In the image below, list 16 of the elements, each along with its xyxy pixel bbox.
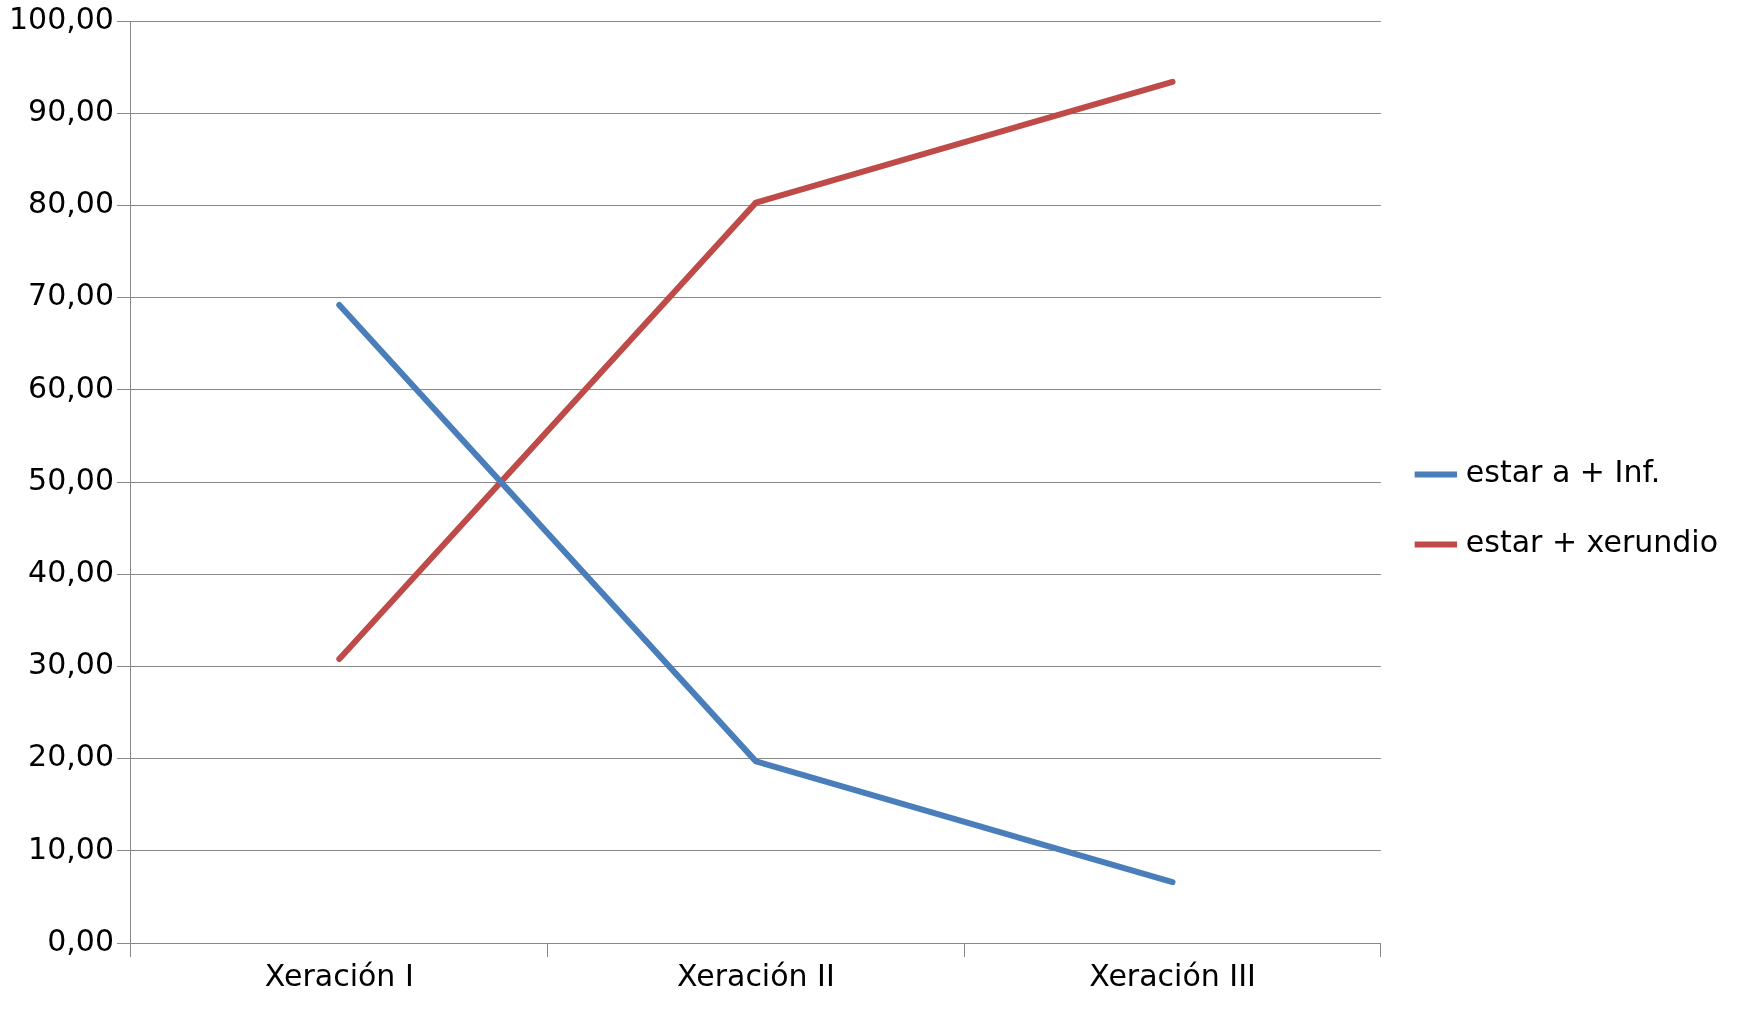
y-tick-label: 10,00 [28,830,114,866]
y-tick-label: 50,00 [28,461,114,497]
y-tick-label: 60,00 [28,369,114,405]
x-tick-label: Xeración II [677,957,835,993]
y-tick-label: 70,00 [28,277,114,313]
x-tick-label: Xeración I [264,957,414,993]
y-tick-label: 80,00 [28,185,114,221]
legend-label: estar + xerundio [1465,524,1719,560]
y-tick-label: 100,00 [8,0,114,36]
y-tick-label: 90,00 [28,93,114,128]
legend-label: estar a + Inf. [1465,454,1661,490]
y-tick-label: 40,00 [28,554,114,589]
y-tick-label: 0,00 [47,922,114,958]
y-tick-label: 20,00 [28,738,114,774]
x-tick-label: Xeración III [1089,957,1256,993]
y-tick-label: 30,00 [28,646,114,682]
